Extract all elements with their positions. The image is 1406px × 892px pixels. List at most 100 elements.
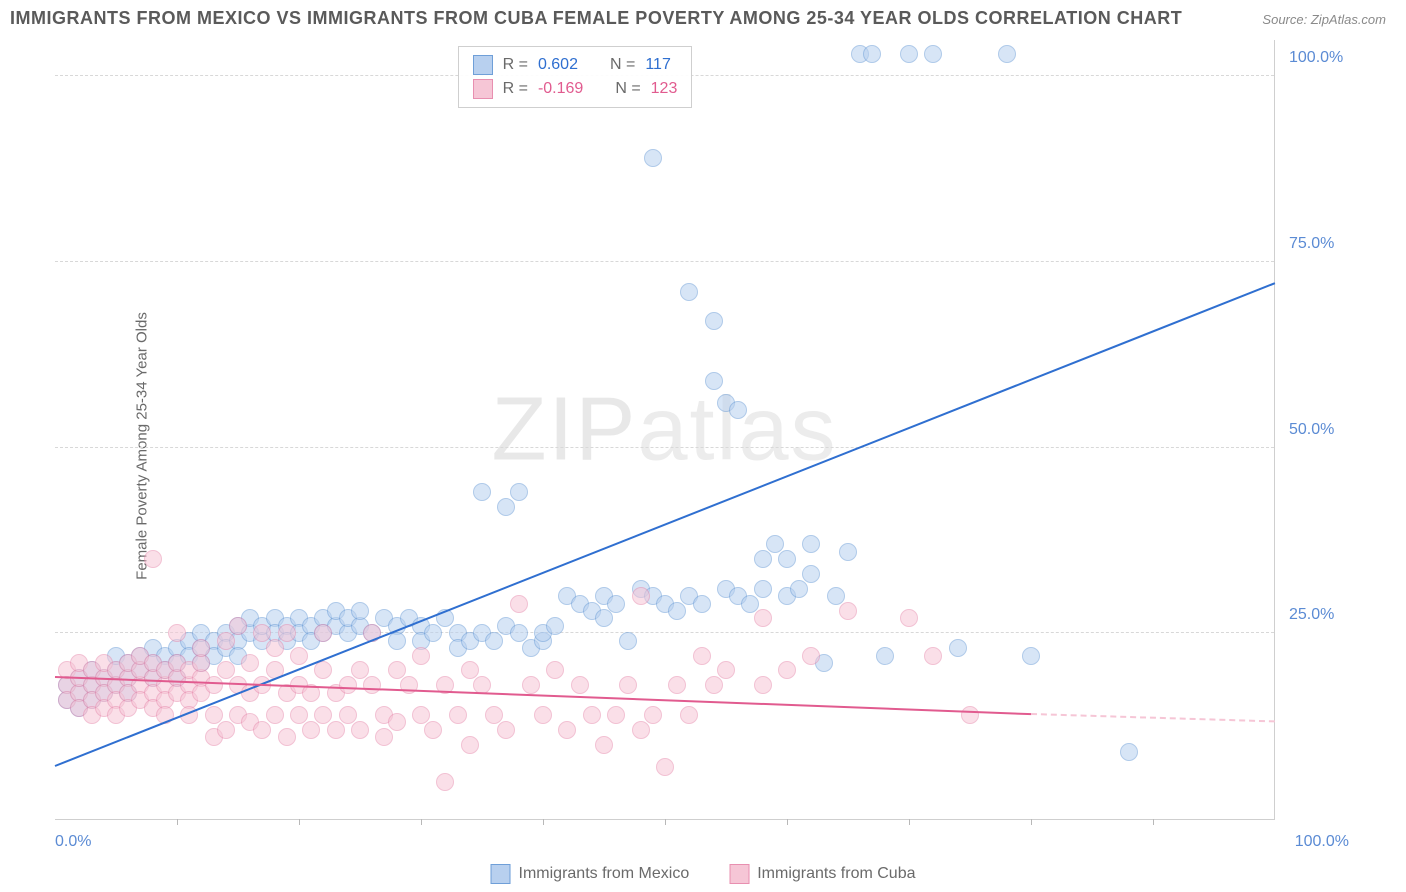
chart-title: IMMIGRANTS FROM MEXICO VS IMMIGRANTS FRO… [10,8,1182,29]
data-point [863,45,881,63]
correlation-stats-box: R =0.602N =117R =-0.169N =123 [458,46,693,108]
data-point [802,565,820,583]
data-point [619,632,637,650]
y-tick-label: 100.0% [1289,49,1359,67]
data-point [461,736,479,754]
data-point [839,602,857,620]
data-point [266,639,284,657]
legend: Immigrants from Mexico Immigrants from Cu… [491,864,916,884]
data-point [632,721,650,739]
stats-row: R =0.602N =117 [473,53,678,77]
data-point [680,706,698,724]
y-tick-label: 75.0% [1289,235,1359,253]
data-point [461,661,479,679]
data-point [412,647,430,665]
data-point [229,617,247,635]
data-point [558,721,576,739]
data-point [876,647,894,665]
data-point [705,312,723,330]
data-point [754,609,772,627]
data-point [302,721,320,739]
data-point [619,676,637,694]
stat-N-label: N = [615,80,640,98]
data-point [253,624,271,642]
data-point [388,632,406,650]
data-point [497,721,515,739]
data-point [693,647,711,665]
data-point [217,721,235,739]
series-swatch [473,79,493,99]
trend-line [55,282,1276,767]
data-point [644,149,662,167]
data-point [510,483,528,501]
data-point [424,721,442,739]
x-axis-min-label: 0.0% [55,833,91,851]
data-point [656,758,674,776]
data-point [705,372,723,390]
data-point [827,587,845,605]
data-point [778,550,796,568]
data-point [900,609,918,627]
data-point [144,550,162,568]
data-point [192,639,210,657]
data-point [278,728,296,746]
data-point [327,721,345,739]
stat-R-label: R = [503,56,528,74]
watermark: ZIPatlas [491,378,837,481]
data-point [754,550,772,568]
data-point [449,706,467,724]
data-point [680,283,698,301]
x-tick [1153,819,1154,825]
data-point [351,602,369,620]
data-point [436,773,454,791]
data-point [717,661,735,679]
data-point [339,676,357,694]
data-point [522,676,540,694]
legend-swatch [729,864,749,884]
stat-N-value: 123 [651,80,678,98]
legend-label: Immigrants from Mexico [519,865,690,883]
data-point [534,706,552,724]
data-point [339,706,357,724]
plot-area: ZIPatlas 25.0%50.0%75.0%100.0%0.0%100.0%… [55,40,1275,820]
data-point [388,661,406,679]
data-point [351,661,369,679]
data-point [595,736,613,754]
data-point [205,676,223,694]
gridline [55,447,1274,448]
stat-N-value: 117 [645,56,671,74]
data-point [510,595,528,613]
data-point [583,706,601,724]
data-point [351,721,369,739]
data-point [1120,743,1138,761]
stats-row: R =-0.169N =123 [473,77,678,101]
data-point [607,706,625,724]
data-point [473,483,491,501]
data-point [241,654,259,672]
data-point [363,676,381,694]
data-point [754,580,772,598]
x-tick [299,819,300,825]
data-point [497,498,515,516]
source-label: Source: [1262,12,1307,27]
data-point [375,728,393,746]
data-point [741,595,759,613]
data-point [314,706,332,724]
data-point [766,535,784,553]
data-point [705,676,723,694]
data-point [693,595,711,613]
data-point [961,706,979,724]
x-tick [177,819,178,825]
data-point [778,661,796,679]
data-point [754,676,772,694]
series-swatch [473,55,493,75]
data-point [485,706,503,724]
legend-label: Immigrants from Cuba [757,865,915,883]
x-tick [421,819,422,825]
x-tick [1031,819,1032,825]
legend-item: Immigrants from Mexico [491,864,690,884]
data-point [900,45,918,63]
data-point [217,632,235,650]
data-point [998,45,1016,63]
data-point [388,713,406,731]
